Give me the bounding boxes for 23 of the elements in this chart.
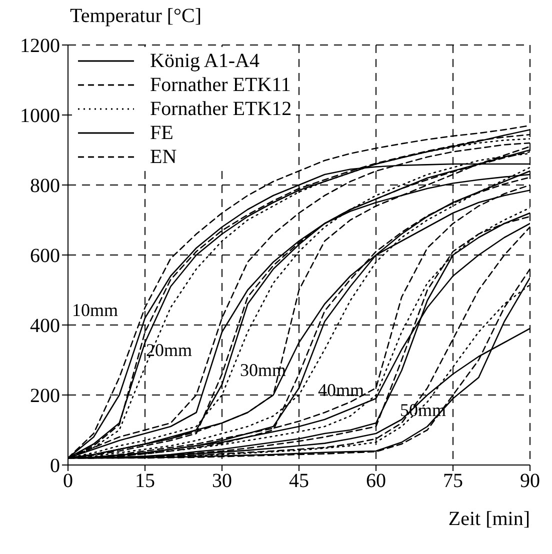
y-tick-label: 1200: [20, 35, 60, 58]
y-tick-label: 800: [30, 175, 60, 198]
legend-label: EN: [150, 146, 177, 168]
legend-label: FE: [150, 122, 174, 144]
x-tick-label: 30: [212, 470, 232, 492]
x-tick-label: 45: [289, 470, 309, 492]
legend-label: König A1-A4: [150, 50, 260, 72]
x-axis-title: Zeit [min]: [448, 508, 530, 531]
x-tick-label: 75: [443, 470, 463, 492]
y-tick-label: 0: [50, 455, 60, 478]
annotation: 10mm: [72, 300, 118, 320]
annotation: 40mm: [318, 380, 364, 400]
y-axis-title: Temperatur [°C]: [70, 5, 202, 28]
y-tick-label: 400: [30, 315, 60, 338]
x-tick-label: 15: [135, 470, 155, 492]
y-tick-label: 1000: [20, 105, 60, 128]
legend-label: Fornather ETK12: [150, 98, 292, 120]
annotation: 20mm: [146, 340, 192, 360]
y-tick-label: 200: [30, 385, 60, 408]
x-tick-label: 90: [520, 470, 540, 492]
legend-label: Fornather ETK11: [150, 74, 291, 96]
x-tick-label: 60: [366, 470, 386, 492]
y-tick-label: 600: [30, 245, 60, 268]
